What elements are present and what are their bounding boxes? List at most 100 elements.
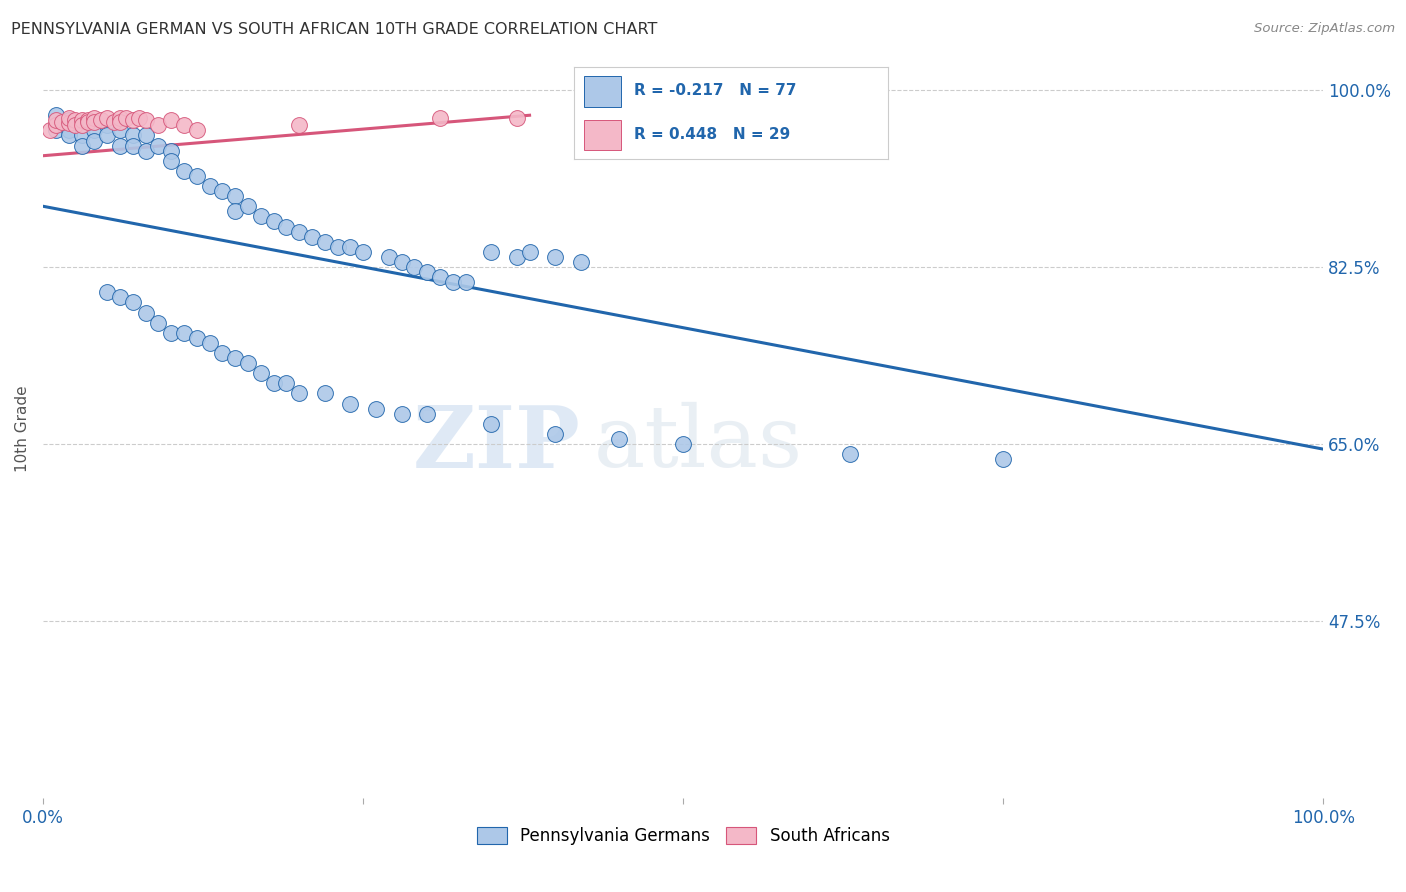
Point	[148, 119, 170, 133]
Point	[224, 351, 246, 365]
Point	[108, 290, 131, 304]
Point	[128, 112, 150, 126]
Point	[135, 305, 157, 319]
Point	[519, 244, 541, 259]
Point	[838, 447, 860, 461]
Point	[58, 116, 80, 130]
Point	[416, 265, 439, 279]
Text: ZIP: ZIP	[413, 401, 581, 485]
Point	[441, 275, 464, 289]
Text: atlas: atlas	[593, 402, 803, 485]
Point	[288, 386, 311, 401]
Point	[276, 219, 298, 234]
Point	[429, 270, 451, 285]
Y-axis label: 10th Grade: 10th Grade	[15, 385, 30, 472]
Point	[276, 376, 298, 391]
Point	[83, 115, 105, 129]
Point	[378, 250, 401, 264]
Point	[135, 113, 157, 128]
Point	[108, 138, 131, 153]
Point	[479, 244, 502, 259]
Legend: Pennsylvania Germans, South Africans: Pennsylvania Germans, South Africans	[477, 827, 890, 846]
Point	[108, 123, 131, 137]
Point	[224, 189, 246, 203]
Point	[45, 123, 67, 137]
Point	[121, 113, 143, 128]
Point	[45, 108, 67, 122]
Point	[211, 346, 233, 360]
Point	[70, 119, 93, 133]
Point	[263, 376, 285, 391]
Point	[672, 437, 695, 451]
Point	[173, 164, 195, 178]
Point	[108, 115, 131, 129]
Point	[173, 326, 195, 340]
Point	[339, 396, 361, 410]
Point	[45, 113, 67, 128]
Point	[249, 210, 271, 224]
Point	[51, 115, 73, 129]
Point	[236, 356, 259, 370]
Point	[391, 407, 413, 421]
Point	[391, 255, 413, 269]
Point	[108, 112, 131, 126]
Point	[58, 128, 80, 143]
Text: PENNSYLVANIA GERMAN VS SOUTH AFRICAN 10TH GRADE CORRELATION CHART: PENNSYLVANIA GERMAN VS SOUTH AFRICAN 10T…	[11, 22, 658, 37]
Point	[45, 119, 67, 133]
Point	[148, 316, 170, 330]
Point	[544, 426, 567, 441]
Point	[236, 199, 259, 213]
Point	[77, 113, 100, 128]
Point	[186, 123, 208, 137]
Point	[186, 169, 208, 183]
Point	[115, 112, 138, 126]
Point	[404, 260, 426, 274]
Point	[45, 119, 67, 133]
Point	[135, 144, 157, 158]
Point	[429, 112, 451, 126]
Point	[83, 134, 105, 148]
Point	[198, 179, 221, 194]
Point	[38, 123, 60, 137]
Point	[70, 119, 93, 133]
Point	[288, 119, 311, 133]
Point	[83, 123, 105, 137]
Point	[135, 128, 157, 143]
Point	[103, 115, 125, 129]
Point	[352, 244, 374, 259]
Point	[506, 112, 529, 126]
Point	[607, 432, 630, 446]
Point	[160, 153, 183, 168]
Point	[326, 240, 349, 254]
Point	[224, 204, 246, 219]
Point	[416, 407, 439, 421]
Point	[249, 366, 271, 380]
Point	[58, 112, 80, 126]
Point	[364, 401, 387, 416]
Point	[70, 138, 93, 153]
Point	[58, 123, 80, 137]
Point	[454, 275, 477, 289]
Text: Source: ZipAtlas.com: Source: ZipAtlas.com	[1254, 22, 1395, 36]
Point	[148, 138, 170, 153]
Point	[339, 240, 361, 254]
Point	[63, 113, 86, 128]
Point	[211, 184, 233, 198]
Point	[160, 326, 183, 340]
Point	[90, 113, 112, 128]
Point	[96, 112, 118, 126]
Point	[160, 113, 183, 128]
Point	[314, 386, 336, 401]
Point	[96, 128, 118, 143]
Point	[121, 138, 143, 153]
Point	[70, 113, 93, 128]
Point	[301, 229, 323, 244]
Point	[58, 113, 80, 128]
Point	[991, 452, 1014, 467]
Point	[121, 295, 143, 310]
Point	[96, 119, 118, 133]
Point	[173, 119, 195, 133]
Point	[544, 250, 567, 264]
Point	[77, 115, 100, 129]
Point	[83, 112, 105, 126]
